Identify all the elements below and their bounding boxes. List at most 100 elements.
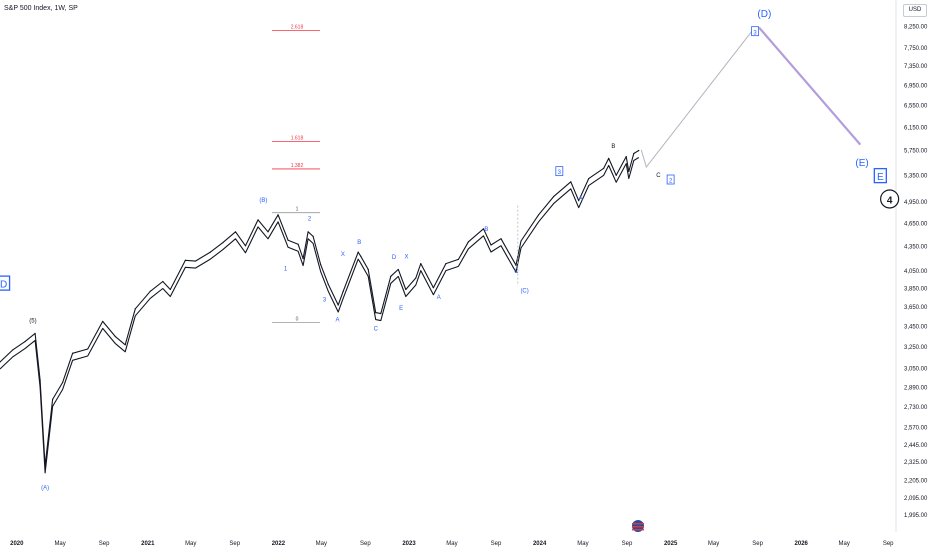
y-tick-label: 8,250.00 [904, 24, 928, 30]
wave-label-layer: D (5) (A) (B) 1 2 3 A X B C D X E A B C (C) 3 A B C 2 3 (D) (E) E 4 [0, 9, 900, 492]
price-point [11, 349, 14, 351]
x-tick-label: 2020 [10, 541, 24, 547]
wave-label: E [877, 172, 884, 183]
price-point [570, 181, 572, 183]
price-point [553, 195, 555, 198]
price-point [52, 398, 54, 400]
fib-level-label: 1.382 [291, 163, 304, 169]
wave-label: C [374, 326, 379, 332]
wave-label-box [873, 167, 887, 184]
price-point [257, 219, 259, 221]
y-tick-label: 2,570.00 [904, 426, 928, 432]
y-tick-label: 7,350.00 [904, 64, 928, 70]
x-tick-label: Sep [752, 541, 763, 547]
chart-title: S&P 500 Index, 1W, SP [4, 5, 78, 12]
wave-label-box [666, 174, 675, 185]
x-tick-label: 2025 [664, 541, 678, 547]
projection-path [640, 28, 755, 169]
price-point [0, 361, 1, 363]
price-point [307, 231, 309, 233]
x-tick-label: Sep [99, 541, 110, 547]
price-point [390, 275, 392, 277]
wave-label: B [484, 227, 488, 233]
price-point [39, 379, 41, 381]
price-point [114, 335, 116, 338]
price-point [194, 260, 196, 262]
x-tick-label: May [185, 541, 196, 547]
wave-label-box [751, 26, 759, 37]
price-point [420, 262, 422, 265]
y-tick-label: 2,890.00 [904, 385, 928, 391]
price-point [615, 174, 617, 176]
price-point [184, 259, 186, 261]
wave-label: 3 [323, 298, 327, 304]
price-point [578, 200, 580, 202]
wave-label: 3 [558, 170, 562, 176]
series-layer [0, 149, 640, 474]
y-tick-label: 4,950.00 [904, 200, 928, 206]
y-tick-label: 2,205.00 [904, 478, 928, 484]
price-point [445, 262, 447, 265]
price-point [102, 320, 104, 322]
wave-label: 4 [887, 195, 893, 206]
wave-label: X [405, 254, 409, 260]
price-point [588, 177, 590, 180]
price-point [234, 231, 237, 233]
price-point [367, 268, 369, 271]
y-tick-label: 1,995.00 [904, 513, 928, 519]
price-point [169, 288, 171, 291]
wave-label-box [0, 275, 11, 291]
price-point [603, 167, 605, 169]
y-tick-label: 2,730.00 [904, 405, 928, 411]
x-tick-label: Sep [883, 541, 894, 547]
x-tick-label: 2024 [533, 541, 547, 547]
y-tick-label: 3,650.00 [904, 305, 928, 311]
wave-label-box [555, 166, 564, 177]
price-point [360, 255, 362, 257]
price-point [87, 348, 89, 350]
x-tick-label: Sep [622, 541, 633, 547]
price-point [520, 240, 522, 242]
currency-selector[interactable]: USD [903, 4, 927, 17]
projection-layer [517, 26, 862, 286]
price-point [222, 242, 224, 244]
price-point [134, 308, 136, 310]
price-point [467, 241, 470, 243]
projection-path [758, 26, 862, 146]
y-tick-label: 2,445.00 [904, 443, 928, 449]
y-tick-label: 2,095.00 [904, 496, 928, 502]
price-line-high [0, 150, 640, 467]
price-point [432, 287, 434, 289]
x-tick-label: Sep [229, 541, 240, 547]
y-tick-label: 3,250.00 [904, 345, 928, 351]
us-flag-icon [632, 520, 644, 532]
wave-label: 3 [753, 30, 757, 36]
fib-level-label: 1 [296, 207, 299, 213]
wave-label: 1 [284, 267, 288, 273]
wave-label-circle [880, 189, 900, 209]
price-point [162, 280, 164, 283]
price-point [267, 231, 269, 233]
price-point [337, 304, 339, 306]
price-point [302, 258, 304, 260]
fib-level-label: 1.618 [291, 136, 304, 142]
x-tick-label: 2021 [141, 541, 155, 547]
x-tick-label: May [446, 541, 457, 547]
price-point [62, 381, 64, 384]
wave-label: (D) [757, 9, 771, 20]
price-point [397, 268, 399, 271]
y-tick-label: 4,050.00 [904, 269, 928, 275]
x-tick-label: May [708, 541, 719, 547]
wave-label: (C) [520, 288, 528, 294]
price-point [149, 290, 151, 292]
wave-label: E [399, 306, 403, 312]
wave-label: (E) [855, 158, 868, 169]
price-point [72, 352, 74, 354]
y-tick-label: 3,850.00 [904, 287, 928, 293]
price-point [297, 243, 299, 245]
x-tick-label: May [839, 541, 850, 547]
y-tick-label: 3,450.00 [904, 324, 928, 330]
x-tick-label: 2026 [795, 541, 809, 547]
price-point [357, 251, 359, 253]
